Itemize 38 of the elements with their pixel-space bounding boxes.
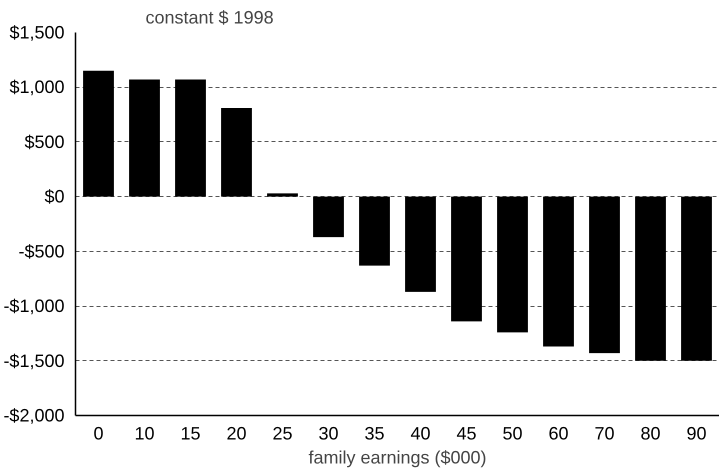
- x-tick-label: 80: [640, 424, 661, 444]
- x-tick-label: 0: [93, 424, 104, 444]
- y-tick-label: $1,500: [9, 22, 65, 42]
- y-tick-label: -$1,000: [3, 296, 65, 316]
- bar: [359, 196, 390, 266]
- x-tick-label: 50: [502, 424, 523, 444]
- x-tick-label: 70: [594, 424, 615, 444]
- y-axis-title: constant $ 1998: [146, 8, 274, 28]
- y-tick-label: -$2,000: [3, 406, 65, 426]
- y-tick-label: $0: [44, 186, 65, 207]
- bar: [405, 196, 436, 292]
- bar: [543, 196, 574, 347]
- bar: [681, 196, 712, 361]
- x-tick-label: 35: [364, 424, 385, 444]
- x-tick-label: 60: [548, 424, 569, 444]
- x-tick-label: 10: [134, 424, 155, 444]
- bar: [589, 196, 620, 354]
- bar: [635, 196, 666, 361]
- bar: [313, 196, 344, 238]
- bar: [497, 196, 528, 332]
- x-tick-label: 40: [410, 424, 431, 444]
- x-tick-label: 90: [686, 424, 707, 444]
- bar: [221, 108, 252, 197]
- bar: [83, 70, 114, 197]
- bar: [267, 193, 298, 197]
- bar: [175, 80, 206, 197]
- x-tick-label: 45: [456, 424, 477, 444]
- y-tick-label: -$500: [18, 241, 65, 262]
- y-tick-label: $1,000: [9, 77, 65, 98]
- x-tick-label: 15: [180, 424, 201, 444]
- x-tick-label: 20: [226, 424, 247, 444]
- y-tick-label: $500: [24, 132, 65, 152]
- y-tick-label: -$1,500: [3, 350, 65, 371]
- bar: [451, 196, 482, 322]
- bar: [129, 80, 160, 197]
- x-axis-title: family earnings ($000): [308, 448, 487, 468]
- x-tick-label: 30: [318, 424, 339, 444]
- x-tick-label: 25: [272, 424, 293, 444]
